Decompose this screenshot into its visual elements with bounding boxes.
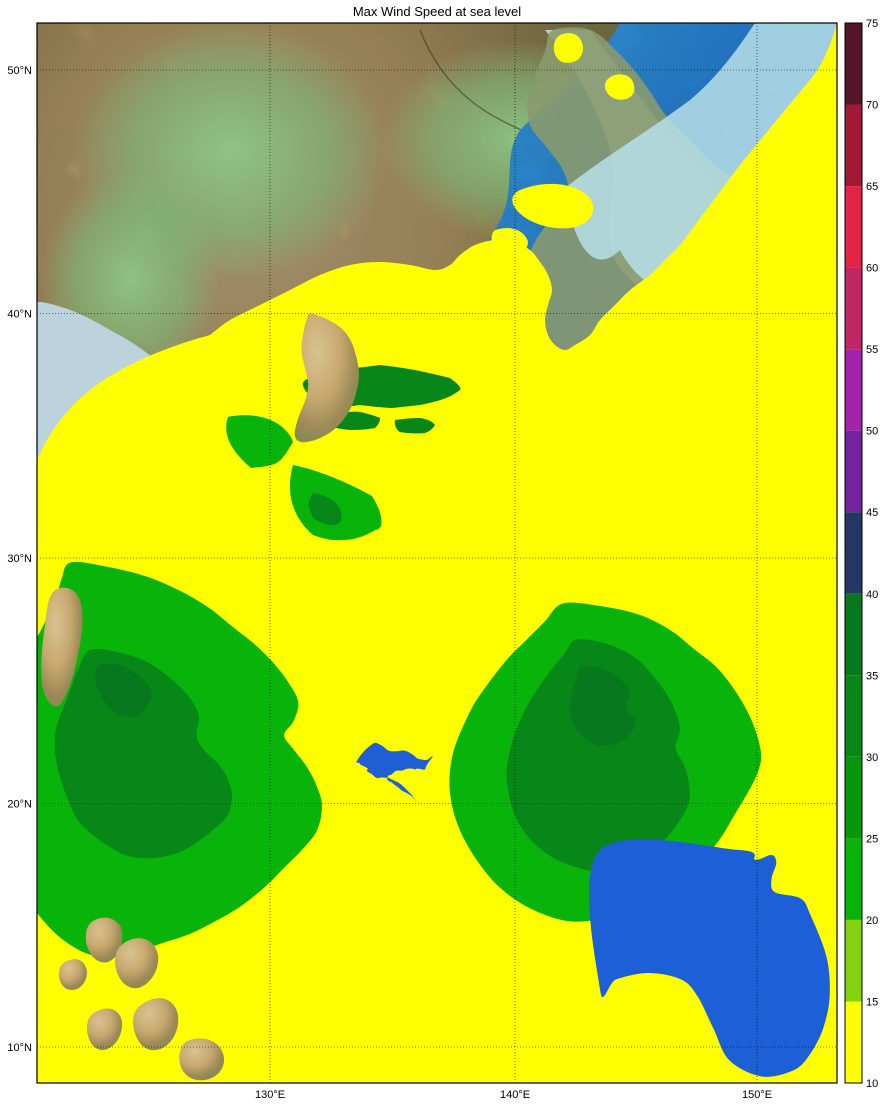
svg-text:65: 65 bbox=[866, 181, 878, 193]
svg-text:30°N: 30°N bbox=[7, 553, 32, 565]
svg-text:130°E: 130°E bbox=[255, 1089, 285, 1101]
svg-text:20: 20 bbox=[866, 915, 878, 927]
svg-text:55: 55 bbox=[866, 344, 878, 356]
svg-text:50: 50 bbox=[866, 426, 878, 438]
svg-text:45: 45 bbox=[866, 507, 878, 519]
svg-text:20°N: 20°N bbox=[7, 799, 32, 811]
svg-text:30: 30 bbox=[866, 752, 878, 764]
svg-text:75: 75 bbox=[866, 18, 878, 30]
svg-text:150°E: 150°E bbox=[742, 1089, 772, 1101]
svg-text:15: 15 bbox=[866, 997, 878, 1009]
svg-text:10°N: 10°N bbox=[7, 1042, 32, 1054]
svg-text:60: 60 bbox=[866, 263, 878, 275]
svg-text:10: 10 bbox=[866, 1078, 878, 1090]
svg-text:35: 35 bbox=[866, 670, 878, 682]
svg-text:40: 40 bbox=[866, 589, 878, 601]
svg-text:25: 25 bbox=[866, 833, 878, 845]
svg-text:140°E: 140°E bbox=[500, 1089, 530, 1101]
svg-text:70: 70 bbox=[866, 100, 878, 112]
svg-text:50°N: 50°N bbox=[7, 65, 32, 77]
svg-text:40°N: 40°N bbox=[7, 309, 32, 321]
svg-text:Max Wind Speed at sea level: Max Wind Speed at sea level bbox=[353, 4, 521, 19]
